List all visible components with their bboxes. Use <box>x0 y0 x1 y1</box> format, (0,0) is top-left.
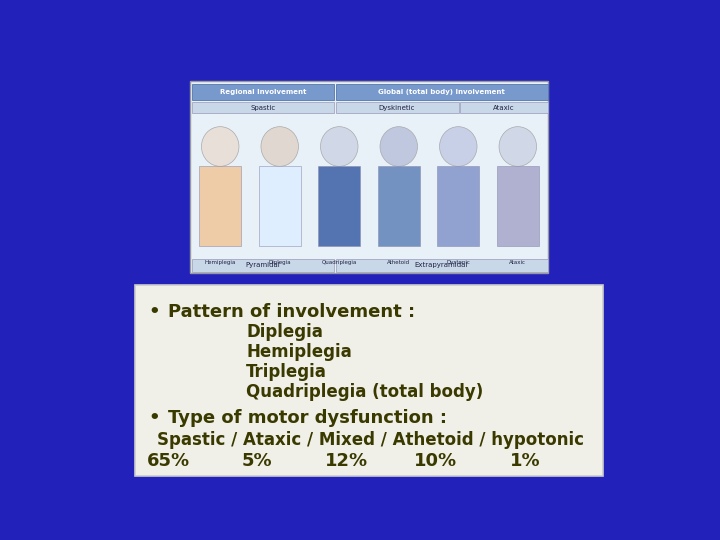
FancyBboxPatch shape <box>378 166 420 246</box>
FancyBboxPatch shape <box>192 259 334 272</box>
Text: Quadriplegia: Quadriplegia <box>322 260 357 265</box>
Text: Quadriplegia (total body): Quadriplegia (total body) <box>246 383 484 401</box>
Text: Pyramidal: Pyramidal <box>246 262 280 268</box>
Text: Diplegia: Diplegia <box>246 323 323 341</box>
Ellipse shape <box>202 127 239 166</box>
FancyBboxPatch shape <box>192 84 334 100</box>
Ellipse shape <box>261 127 299 166</box>
Text: Diplegia: Diplegia <box>269 260 291 265</box>
Text: Dystonic: Dystonic <box>446 260 470 265</box>
FancyBboxPatch shape <box>318 166 360 246</box>
Ellipse shape <box>499 127 536 166</box>
Text: Triplegia: Triplegia <box>246 363 327 381</box>
Text: Dyskinetic: Dyskinetic <box>379 105 415 111</box>
FancyBboxPatch shape <box>438 166 479 246</box>
Text: Ataxic: Ataxic <box>492 105 514 111</box>
Text: Spastic / Ataxic / Mixed / Athetoid / hypotonic: Spastic / Ataxic / Mixed / Athetoid / hy… <box>157 431 584 449</box>
Text: Pattern of involvement :: Pattern of involvement : <box>168 303 415 321</box>
Text: Hemiplegia: Hemiplegia <box>204 260 236 265</box>
Ellipse shape <box>380 127 418 166</box>
Text: Global (total body) Involvement: Global (total body) Involvement <box>378 89 505 95</box>
Text: Athetoid: Athetoid <box>387 260 410 265</box>
Text: Extrapyramidal: Extrapyramidal <box>415 262 468 268</box>
Text: Type of motor dysfunction :: Type of motor dysfunction : <box>168 409 447 427</box>
FancyBboxPatch shape <box>190 82 548 273</box>
Text: Spastic: Spastic <box>251 105 276 111</box>
FancyBboxPatch shape <box>199 166 241 246</box>
FancyBboxPatch shape <box>336 84 548 100</box>
Text: 5%: 5% <box>242 452 273 470</box>
FancyBboxPatch shape <box>336 102 459 113</box>
Text: Regional Involvement: Regional Involvement <box>220 89 306 95</box>
Text: 12%: 12% <box>325 452 368 470</box>
FancyBboxPatch shape <box>459 102 548 113</box>
Text: 1%: 1% <box>510 452 541 470</box>
FancyBboxPatch shape <box>259 166 300 246</box>
Text: Hemiplegia: Hemiplegia <box>246 343 352 361</box>
FancyBboxPatch shape <box>192 102 334 113</box>
Text: Ataxic: Ataxic <box>509 260 526 265</box>
Ellipse shape <box>320 127 358 166</box>
Text: •: • <box>148 303 161 321</box>
FancyBboxPatch shape <box>135 285 603 476</box>
Text: •: • <box>148 409 161 427</box>
FancyBboxPatch shape <box>497 166 539 246</box>
FancyBboxPatch shape <box>336 259 548 272</box>
Ellipse shape <box>439 127 477 166</box>
Text: 10%: 10% <box>415 452 457 470</box>
Text: 65%: 65% <box>147 452 189 470</box>
